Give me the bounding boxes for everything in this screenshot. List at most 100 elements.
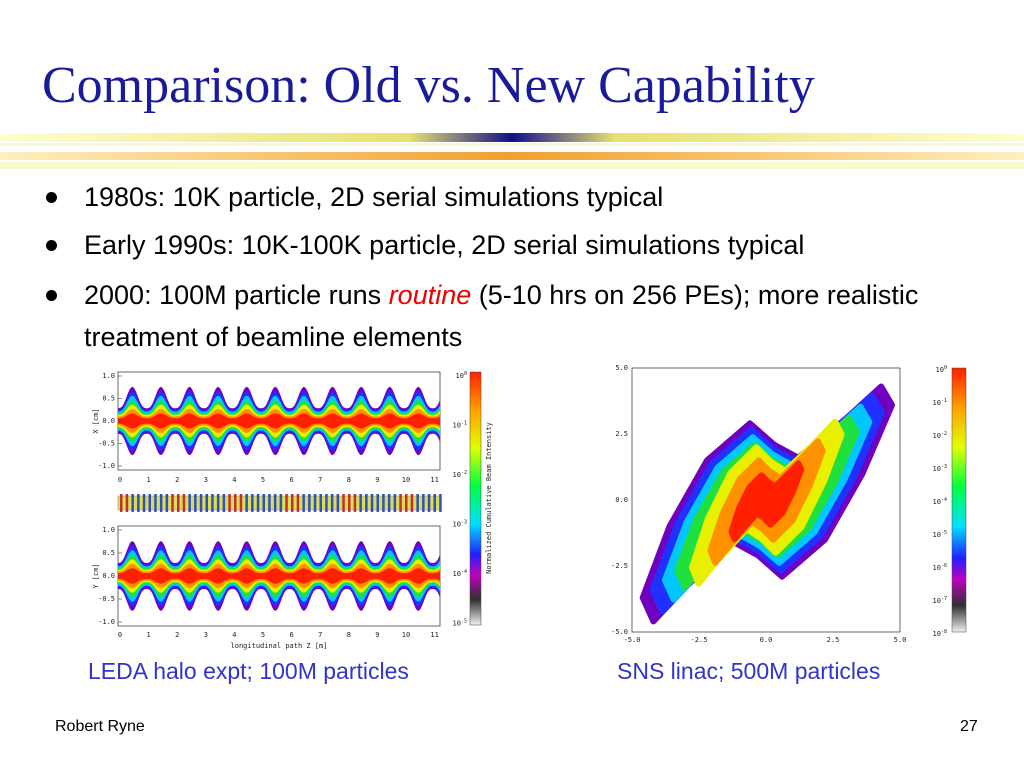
power-exponent: -2 [941, 431, 947, 437]
x-tick-label: 7 [318, 476, 322, 484]
lattice-element [182, 494, 186, 512]
colorbar-tick-label: 10-4 [933, 497, 947, 507]
lattice-element [291, 494, 294, 512]
title-rule [0, 133, 1024, 142]
power-base: 10 [453, 521, 461, 529]
lattice-element [188, 494, 191, 512]
lattice-element [353, 494, 357, 512]
colorbar-tick-label: 10-4 [453, 569, 467, 579]
lattice-element [359, 494, 362, 512]
bullet-dot [46, 240, 57, 251]
bullet-text: 1980s: 10K particle, 2D serial simulatio… [84, 182, 664, 212]
lattice-element [137, 494, 140, 512]
figure-caption: LEDA halo expt; 100M particles [88, 658, 409, 684]
power-exponent: -1 [461, 420, 467, 426]
y-tick-label: -5.0 [611, 628, 628, 636]
x-tick-label: 11 [430, 631, 438, 639]
bullet-dot [46, 192, 57, 203]
beam-envelope [118, 413, 440, 429]
power-base: 10 [933, 498, 941, 506]
power-base: 10 [453, 422, 461, 430]
x-tick-label: 0 [118, 631, 122, 639]
lattice-element [171, 494, 174, 512]
lattice-element [342, 494, 345, 512]
x-tick-label: 7 [318, 631, 322, 639]
bullet-text: Early 1990s: 10K-100K particle, 2D seria… [84, 230, 805, 260]
lattice-element [416, 494, 419, 512]
colorbar [951, 367, 967, 633]
lattice-element [427, 494, 431, 512]
colorbar-tick-label: 10-5 [453, 618, 467, 628]
x-tick-label: 0.0 [760, 636, 773, 644]
axis-label: longitudinal path Z [m] [231, 642, 328, 650]
bullet-text: routine [388, 280, 472, 310]
colorbar-tick-label: 10-3 [933, 464, 947, 474]
bullet: 1980s: 10K particle, 2D serial simulatio… [46, 176, 1019, 218]
lattice-element [296, 494, 300, 512]
y-tick-label: 1.0 [102, 372, 115, 380]
lattice-element [336, 494, 340, 512]
power-base: 10 [933, 597, 941, 605]
power-base: 10 [936, 366, 944, 374]
lattice-element [251, 494, 254, 512]
lattice-element [159, 494, 163, 512]
x-tick-label: 2 [175, 631, 179, 639]
lattice-element [370, 494, 374, 512]
page-number: 27 [960, 718, 978, 735]
lattice-element [245, 494, 248, 512]
x-tick-label: 9 [375, 476, 379, 484]
lattice-element [405, 494, 408, 512]
x-tick-label: 1 [146, 476, 150, 484]
power-exponent: -4 [461, 569, 467, 575]
power-base: 10 [453, 620, 461, 628]
power-exponent: -2 [461, 470, 467, 476]
x-tick-label: 8 [347, 631, 351, 639]
lattice-element [211, 494, 214, 512]
lattice-element [387, 494, 391, 512]
figure-caption: SNS linac; 500M particles [617, 658, 881, 684]
power-exponent: -6 [941, 563, 947, 569]
power-base: 10 [933, 630, 941, 638]
x-tick-label: -5.0 [624, 636, 641, 644]
colorbar-tick-label: 10-2 [453, 470, 467, 480]
lattice-element [228, 494, 231, 512]
x-tick-label: 5 [261, 631, 265, 639]
lattice-element [439, 494, 442, 512]
colorbar-tick-label: 10-1 [453, 420, 467, 430]
power-base: 10 [933, 531, 941, 539]
lattice-element [222, 494, 226, 512]
lattice-element [216, 494, 220, 512]
colorbar-tick-label: 10-1 [933, 398, 947, 408]
footer-author: Robert Ryne [55, 718, 145, 735]
lattice-element [319, 494, 322, 512]
power-exponent: -4 [941, 497, 947, 503]
lattice-element [142, 494, 146, 512]
power-exponent: -5 [461, 618, 467, 624]
x-tick-label: 3 [204, 476, 208, 484]
x-tick-label: 2 [175, 476, 179, 484]
bullet: Early 1990s: 10K-100K particle, 2D seria… [46, 224, 1019, 266]
power-exponent: -3 [941, 464, 947, 470]
lattice-element [273, 494, 277, 512]
lattice-element [148, 494, 151, 512]
power-exponent: -5 [941, 530, 947, 536]
lattice-element [194, 494, 197, 512]
power-base: 10 [933, 399, 941, 407]
lattice-element [365, 494, 368, 512]
lattice-element [268, 494, 271, 512]
x-tick-label: 4 [232, 476, 236, 484]
power-exponent: 0 [944, 365, 947, 371]
power-exponent: -3 [461, 519, 467, 525]
x-tick-label: 3 [204, 631, 208, 639]
x-tick-label: 11 [430, 476, 438, 484]
bullet: 2000: 100M particle runs routine (5-10 h… [46, 274, 1019, 358]
x-tick-label: 5.0 [894, 636, 907, 644]
y-tick-label: 5.0 [615, 364, 628, 372]
slide-title: Comparison: Old vs. New Capability [42, 57, 815, 114]
x-tick-label: 6 [289, 631, 293, 639]
title-rule [0, 143, 1024, 146]
lattice-element [131, 494, 134, 512]
lattice-element [348, 494, 351, 512]
